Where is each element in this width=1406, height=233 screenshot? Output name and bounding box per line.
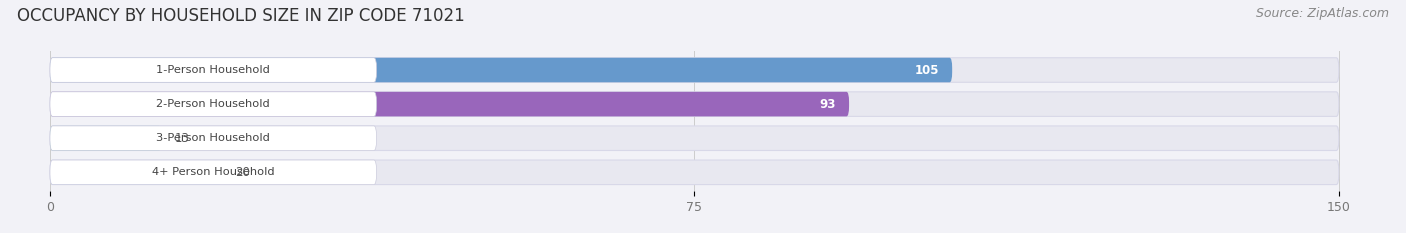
- Text: 1-Person Household: 1-Person Household: [156, 65, 270, 75]
- FancyBboxPatch shape: [51, 126, 1339, 151]
- Text: 13: 13: [174, 132, 190, 145]
- FancyBboxPatch shape: [51, 160, 222, 185]
- FancyBboxPatch shape: [51, 92, 849, 116]
- Text: 20: 20: [235, 166, 250, 179]
- Text: Source: ZipAtlas.com: Source: ZipAtlas.com: [1256, 7, 1389, 20]
- FancyBboxPatch shape: [51, 92, 1339, 116]
- FancyBboxPatch shape: [51, 58, 377, 82]
- Text: 93: 93: [820, 98, 837, 111]
- Text: OCCUPANCY BY HOUSEHOLD SIZE IN ZIP CODE 71021: OCCUPANCY BY HOUSEHOLD SIZE IN ZIP CODE …: [17, 7, 464, 25]
- FancyBboxPatch shape: [51, 92, 377, 116]
- FancyBboxPatch shape: [51, 58, 952, 82]
- Text: 4+ Person Household: 4+ Person Household: [152, 167, 274, 177]
- FancyBboxPatch shape: [51, 58, 1339, 82]
- Text: 3-Person Household: 3-Person Household: [156, 133, 270, 143]
- FancyBboxPatch shape: [51, 126, 377, 151]
- FancyBboxPatch shape: [51, 160, 377, 185]
- Text: 105: 105: [915, 64, 939, 76]
- FancyBboxPatch shape: [51, 160, 1339, 185]
- FancyBboxPatch shape: [51, 126, 162, 151]
- Text: 2-Person Household: 2-Person Household: [156, 99, 270, 109]
